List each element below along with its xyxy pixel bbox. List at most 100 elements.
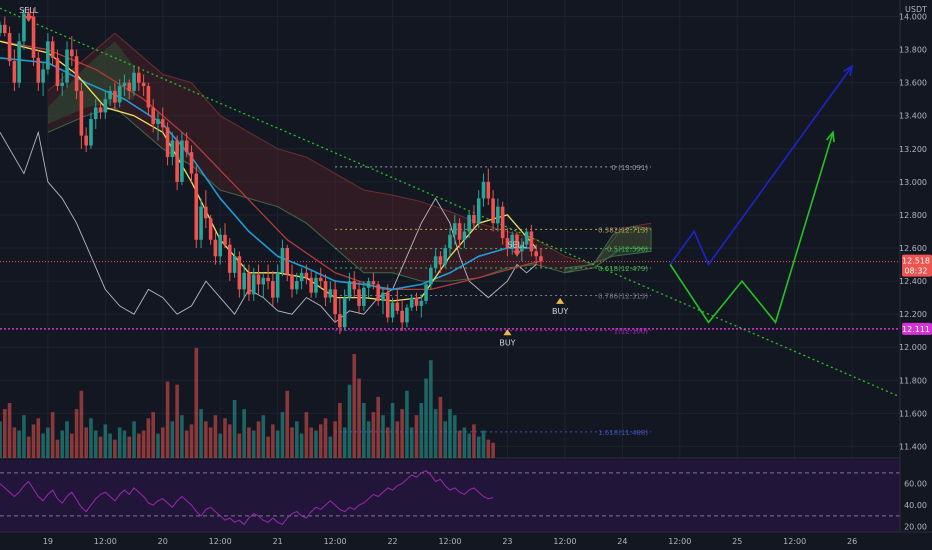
candle-body bbox=[180, 140, 184, 182]
volume-bar bbox=[156, 433, 160, 458]
candle-body bbox=[41, 69, 45, 83]
candle-body bbox=[510, 234, 515, 249]
candle-body bbox=[7, 33, 12, 62]
fib-label: 0 (13.091) bbox=[611, 164, 648, 172]
volume-bar bbox=[362, 403, 366, 458]
candle-body bbox=[385, 292, 390, 318]
candle-body bbox=[520, 244, 524, 252]
candle-body bbox=[500, 206, 505, 239]
rsi-tick-label: 20.00 bbox=[904, 523, 927, 532]
volume-bar bbox=[55, 439, 60, 458]
volume-bar bbox=[232, 399, 237, 458]
candle-body bbox=[419, 300, 424, 306]
volume-bar bbox=[290, 427, 294, 458]
volume-bar bbox=[452, 415, 457, 458]
candle-body bbox=[362, 287, 366, 306]
volume-bar bbox=[457, 430, 462, 458]
volume-bar bbox=[448, 409, 452, 458]
time-tick-label: 12:00 bbox=[94, 537, 117, 546]
volume-bar bbox=[189, 424, 194, 458]
candle-body bbox=[371, 281, 376, 285]
candle-body bbox=[199, 206, 203, 240]
candle-body bbox=[256, 274, 261, 285]
candle-body bbox=[165, 127, 170, 158]
forecast-path-green bbox=[669, 132, 834, 325]
volume-bar bbox=[295, 421, 299, 458]
volume-bar bbox=[357, 378, 361, 458]
volume-bar bbox=[266, 436, 270, 458]
signal-label: SELL bbox=[19, 6, 39, 15]
volume-bar bbox=[132, 421, 136, 458]
candle-body bbox=[429, 267, 433, 285]
volume-bar bbox=[160, 427, 165, 458]
cloud-upper-line bbox=[47, 32, 652, 266]
candle-body bbox=[261, 277, 266, 285]
candle-body bbox=[266, 277, 270, 282]
volume-bar bbox=[60, 430, 65, 458]
candle-body bbox=[462, 231, 467, 240]
currency-label: USDT bbox=[905, 5, 927, 14]
candle-body bbox=[342, 297, 347, 328]
volume-bar bbox=[180, 415, 184, 458]
candle-body bbox=[189, 152, 194, 174]
candle-body bbox=[443, 248, 448, 265]
volume-bar bbox=[256, 421, 261, 458]
candle-body bbox=[160, 119, 165, 128]
candle-body bbox=[433, 256, 438, 268]
candle-body bbox=[98, 107, 103, 113]
candle-body bbox=[333, 289, 337, 315]
candle-body bbox=[103, 99, 108, 113]
current-price-tag bbox=[902, 254, 932, 277]
volume-bar bbox=[122, 430, 127, 458]
candle-body bbox=[366, 281, 371, 288]
candle-body bbox=[46, 41, 50, 70]
candle-body bbox=[50, 41, 55, 58]
price-tick-label: 11.800 bbox=[899, 376, 927, 385]
volume-bar bbox=[443, 421, 448, 458]
volume-bar bbox=[137, 433, 141, 458]
candle-body bbox=[117, 85, 122, 103]
volume-bar bbox=[323, 418, 328, 458]
candle-body bbox=[309, 277, 313, 293]
price-tick-label: 11.400 bbox=[899, 442, 927, 451]
volume-bar bbox=[141, 430, 146, 458]
candle-body bbox=[304, 272, 309, 278]
volume-bar bbox=[22, 415, 26, 458]
time-tick-label: 21 bbox=[273, 537, 283, 546]
rsi-line bbox=[0, 470, 494, 526]
candle-body bbox=[218, 234, 223, 257]
candle-body bbox=[400, 310, 404, 323]
candle-body bbox=[381, 292, 385, 301]
rsi-tick-label: 60.00 bbox=[904, 480, 927, 489]
candle-body bbox=[74, 56, 79, 91]
volume-bar bbox=[113, 439, 117, 458]
forecast-arrowhead-blue bbox=[843, 64, 854, 77]
candles bbox=[0, 8, 543, 334]
candle-body bbox=[438, 256, 443, 265]
volume-bar bbox=[261, 415, 266, 458]
ichimoku-cloud bbox=[47, 33, 652, 282]
price-tick-label: 13.400 bbox=[899, 112, 927, 121]
sell-arrow-icon bbox=[24, 15, 33, 22]
candle-body bbox=[227, 244, 232, 273]
price-tick-label: 12.000 bbox=[899, 343, 927, 352]
time-tick-label: 12:00 bbox=[783, 537, 806, 546]
fib-label: 1.618(11.488) bbox=[598, 429, 648, 437]
candle-body bbox=[151, 107, 155, 125]
candle-body bbox=[108, 90, 112, 100]
candle-body bbox=[481, 181, 486, 199]
candle-body bbox=[280, 248, 285, 273]
volume-bar bbox=[41, 433, 45, 458]
volume-bar bbox=[89, 418, 93, 458]
volume-bar bbox=[12, 427, 17, 458]
price-tick-label: 13.800 bbox=[899, 46, 927, 55]
candle-body bbox=[232, 256, 237, 273]
volume-bar bbox=[328, 436, 333, 458]
candle-body bbox=[60, 82, 65, 86]
volume-bar bbox=[314, 430, 318, 458]
volume-bar bbox=[381, 415, 385, 458]
time-tick-label: 12:00 bbox=[324, 537, 347, 546]
signal-buy: BUY bbox=[552, 297, 568, 316]
